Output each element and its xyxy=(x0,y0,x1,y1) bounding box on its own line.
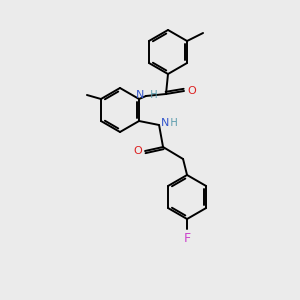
Text: O: O xyxy=(133,146,142,156)
Text: F: F xyxy=(184,232,190,245)
Text: N: N xyxy=(136,90,144,100)
Text: O: O xyxy=(187,86,196,96)
Text: H: H xyxy=(144,90,158,100)
Text: H: H xyxy=(161,118,178,128)
Text: N: N xyxy=(161,118,170,128)
